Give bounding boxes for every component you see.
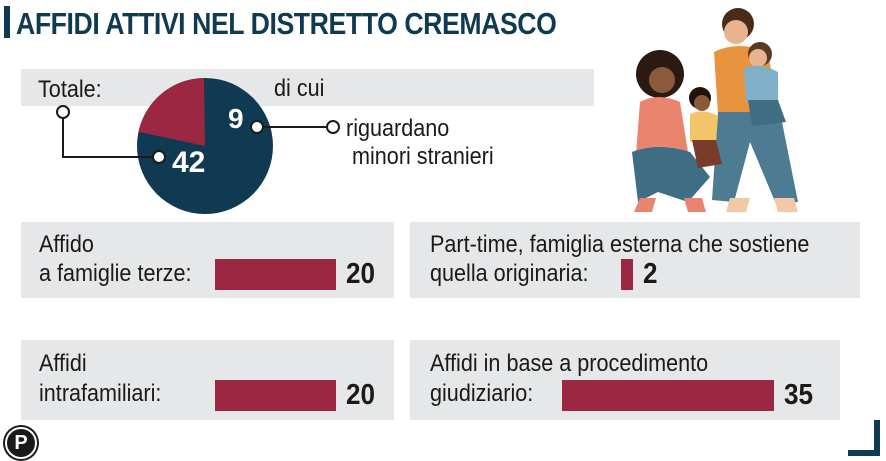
subset-connector-start (250, 120, 264, 134)
bar-procedimento-giudiziario (562, 380, 774, 411)
panel-part-time (410, 222, 860, 298)
panel2-line1: Part-time, famiglia esterna che sostiene (430, 231, 810, 258)
pie-slice-subset (138, 78, 205, 146)
panel3-line2: intrafamiliari: (39, 380, 162, 407)
panel4-line2: giudiziario: (430, 380, 534, 407)
subset-label: di cui (274, 75, 325, 102)
panel4-line1: Affidi in base a procedimento (430, 350, 709, 377)
pie-slices (137, 78, 273, 214)
bar-affidi-intrafamiliari (215, 380, 336, 411)
panel2-line2: quella originaria: (430, 260, 589, 287)
total-connector-end (152, 150, 166, 164)
pie-subset-value: 9 (228, 103, 244, 134)
corner-accent-horizontal (848, 450, 880, 456)
panel1-line1: Affido (39, 231, 94, 258)
value-procedimento-giudiziario: 35 (784, 379, 814, 411)
value-affido-famiglie-terze: 20 (346, 258, 376, 290)
total-connector-line (62, 118, 157, 158)
pie-total-value: 42 (172, 146, 205, 179)
page-title: AFFIDI ATTIVI NEL DISTRETTO CREMASCO (16, 6, 557, 41)
bar-affido-famiglie-terze (215, 259, 336, 290)
subset-description-line2: minori stranieri (352, 143, 494, 170)
family-illustration (632, 8, 798, 212)
value-affidi-intrafamiliari: 20 (346, 379, 376, 411)
total-connector-start (56, 105, 70, 119)
panel1-line2: a famiglie terze: (39, 260, 192, 287)
pie-label-band (21, 69, 594, 106)
corner-accent-vertical (874, 420, 880, 456)
subset-description-line1: riguardano (346, 115, 450, 142)
total-label: Totale: (38, 76, 102, 103)
value-part-time: 2 (643, 258, 658, 290)
bar-part-time (621, 259, 633, 290)
title-accent-bar (4, 6, 10, 38)
subset-connector-end (326, 120, 340, 134)
publisher-logo: P (5, 427, 37, 459)
panel3-line1: Affidi (39, 350, 87, 377)
